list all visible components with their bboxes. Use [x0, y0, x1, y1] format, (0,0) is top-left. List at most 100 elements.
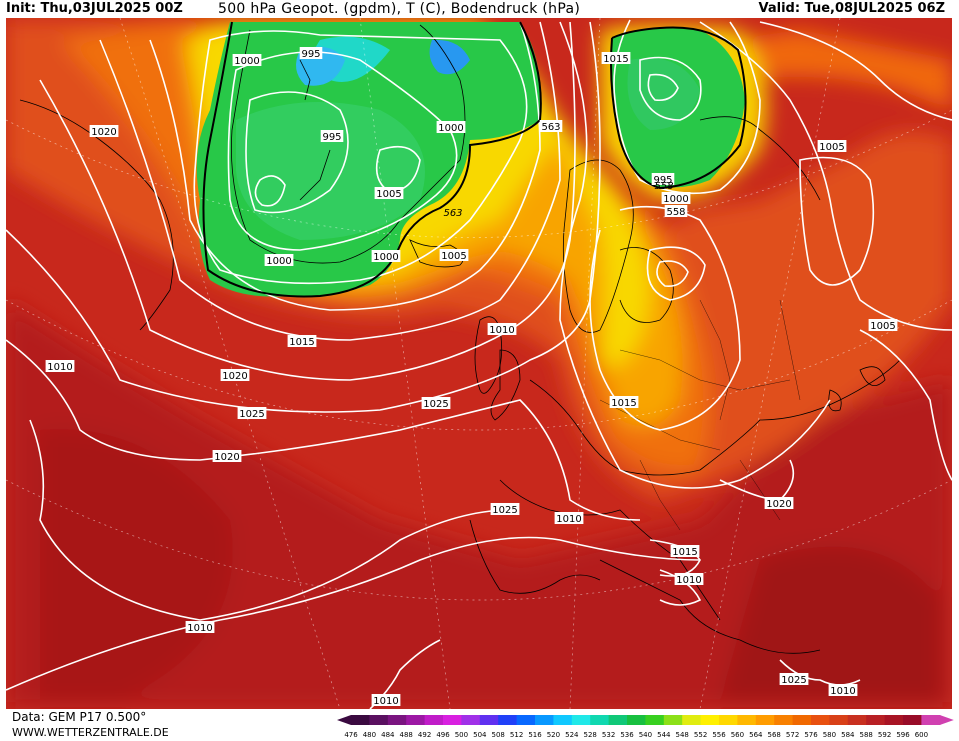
legend-tick-label: 480: [363, 731, 376, 739]
legend-tick-label: 476: [344, 731, 358, 739]
isobar-label: 1025: [781, 675, 806, 686]
isobar-label-bg: [828, 684, 858, 696]
legend-tick-label: 548: [676, 731, 689, 739]
isobar-label-bg: [237, 407, 267, 419]
isobar-label: 1005: [441, 251, 466, 262]
isobar-label: 1015: [611, 398, 636, 409]
legend-tick-label: 492: [418, 731, 431, 739]
isobar-label: 1000: [266, 256, 291, 267]
isobar-label-bg: [487, 323, 517, 335]
legend-swatch: [406, 715, 426, 725]
legend-swatch: [903, 715, 922, 725]
coastlines: [19, 24, 901, 654]
legend-swatch: [792, 715, 812, 725]
isobar-label-bg: [439, 249, 469, 261]
isobar-label: 558: [666, 207, 685, 218]
height-contour-552: [202, 21, 747, 298]
isobar-label: 1000: [438, 123, 463, 134]
isobar-label: 1000: [373, 252, 398, 263]
legend-swatch: [663, 715, 683, 725]
legend-tick-label: 520: [547, 731, 560, 739]
legend-swatch: [590, 715, 610, 725]
isobar-label-bg: [868, 319, 898, 331]
legend-tick-label: 496: [436, 731, 450, 739]
isobar-label-bg: [490, 503, 520, 515]
legend-tick-label: 592: [878, 731, 891, 739]
isobar-label-bg: [817, 140, 847, 152]
isobar-label: 1015: [289, 337, 314, 348]
isobar-label-bg: [661, 192, 691, 204]
isobar-label: 995: [322, 132, 341, 143]
isobar-label-bg: [421, 397, 451, 409]
legend-swatch: [627, 715, 646, 725]
chart-title: 500 hPa Geopot. (gpdm), T (C), Bodendruc…: [218, 1, 581, 17]
isobar-label-bg: [371, 250, 401, 262]
isobar-label: 1010: [47, 362, 72, 373]
isobar-label-bg: [670, 545, 700, 557]
isobar-label-bg: [609, 396, 639, 408]
legend-tick-label: 524: [565, 731, 579, 739]
isobar-label: 1010: [373, 696, 398, 707]
isobar-label: 1005: [819, 142, 844, 153]
legend-tick-label: 544: [657, 731, 671, 739]
isobar-label: 995: [653, 175, 672, 186]
isobar-label-bg: [554, 512, 584, 524]
legend-tick-label: 500: [455, 731, 468, 739]
isobar-label-bg: [436, 121, 466, 133]
legend-swatch: [829, 715, 849, 725]
legend-swatch: [884, 715, 904, 725]
isobar-label-bg: [779, 673, 809, 685]
legend-tick-label: 532: [602, 731, 615, 739]
isobar-label-bg: [539, 120, 563, 132]
isobar-label: 1010: [676, 575, 701, 586]
weather-map: 1000 995 1020 995 1000 1005 1000 1000 1005 563 101…: [6, 18, 952, 709]
color-scale-legend: 476 480 484 488 492 496 500 504 508 512 516 520 524 5…: [337, 715, 954, 739]
isobar-label-bg: [320, 130, 344, 142]
height-labels: 563 558: [443, 181, 673, 219]
isobar-label-bg: [220, 369, 250, 381]
isobar-label: 1000: [234, 56, 259, 67]
isobar-label: 1010: [187, 623, 212, 634]
chart-footer: Data: GEM P17 0.500° WWW.WETTERZENTRALE.…: [0, 709, 959, 741]
isobar-label: 1020: [766, 499, 791, 510]
isobar-label: 1025: [492, 505, 517, 516]
isobar-label-bg: [374, 187, 404, 199]
height-contour-label: 558: [654, 181, 673, 192]
isobar-label-bg: [764, 497, 794, 509]
isobar-label-bg: [651, 173, 675, 185]
legend-arrow-left: [337, 715, 351, 725]
isobar-label: 1005: [376, 189, 401, 200]
chart-header: Init: Thu,03JUL2025 00Z 500 hPa Geopot. …: [0, 0, 959, 18]
legend-swatch: [553, 715, 573, 725]
legend-arrow-right: [939, 715, 954, 725]
data-source-label: Data: GEM P17 0.500°: [12, 710, 147, 724]
isobar-label: 1020: [91, 127, 116, 138]
isobar-label: 1005: [870, 321, 895, 332]
website-label: WWW.WETTERZENTRALE.DE: [12, 726, 169, 739]
legend-tick-label: 596: [896, 731, 910, 739]
isobar-label: 1015: [603, 54, 628, 65]
legend-tick-label: 556: [712, 731, 726, 739]
legend-swatch: [921, 715, 941, 725]
legend-swatch: [461, 715, 481, 725]
isobar-label: 1010: [830, 686, 855, 697]
graticule: [6, 18, 952, 709]
isobar-label-bg: [371, 694, 401, 706]
legend-tick-label: 588: [860, 731, 873, 739]
legend-tick-label: 488: [400, 731, 413, 739]
legend-tick-label: 552: [694, 731, 707, 739]
legend-tick-label: 508: [492, 731, 505, 739]
valid-time-label: Valid: Tue,08JUL2025 06Z: [758, 1, 945, 16]
geopotential-color-field: [6, 18, 952, 709]
isobar-label-bg: [664, 205, 688, 217]
legend-tick-label: 504: [473, 731, 487, 739]
isobar-label-bg: [287, 335, 317, 347]
height-contour-label: 563: [443, 208, 462, 219]
legend-swatch: [351, 715, 370, 725]
isobar-label-bg: [674, 573, 704, 585]
isobar-label-bg: [45, 360, 75, 372]
legend-tick-label: 576: [804, 731, 818, 739]
legend-swatch: [719, 715, 738, 725]
legend-swatch: [866, 715, 886, 725]
isobars: [6, 19, 952, 709]
